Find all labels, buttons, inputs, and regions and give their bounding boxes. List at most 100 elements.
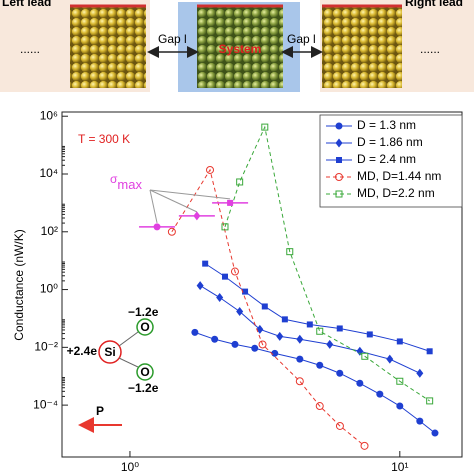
point: [336, 369, 344, 377]
point: [336, 157, 342, 163]
point: [315, 402, 324, 411]
point: [426, 348, 433, 355]
series-line: [204, 263, 430, 352]
sigma-sub: max: [117, 177, 142, 192]
legend-label: D = 1.3 nm: [357, 118, 416, 132]
point: [306, 321, 313, 328]
y-tick-label: 10⁴: [39, 166, 58, 180]
point: [396, 402, 404, 410]
o-atom: [136, 318, 154, 336]
sigma-symbol: σ: [110, 172, 118, 186]
dots: ......: [420, 42, 440, 56]
y-tick-label: 10⁻⁴: [33, 397, 58, 411]
bond: [118, 357, 139, 368]
o-label: O: [140, 365, 149, 379]
charge: +2.4e: [67, 344, 98, 358]
point: [216, 293, 224, 303]
point: [335, 190, 343, 198]
legend-label: D = 2.4 nm: [357, 152, 416, 166]
o-atom: [136, 363, 154, 381]
x-tick-label: 10⁰: [121, 460, 139, 474]
point: [335, 173, 343, 181]
right-lead-label: Right lead: [405, 0, 463, 9]
point: [258, 340, 267, 349]
point: [316, 327, 324, 335]
point: [276, 331, 284, 341]
point: [361, 352, 369, 360]
point: [335, 138, 343, 148]
p-label: P: [96, 404, 104, 418]
point: [206, 165, 215, 174]
gap-label: Gap l: [158, 32, 187, 46]
system-label: System: [219, 42, 262, 56]
point: [242, 288, 249, 295]
point: [281, 316, 288, 323]
point: [153, 223, 161, 231]
point: [231, 340, 239, 348]
point: [236, 306, 244, 316]
point: [236, 178, 244, 186]
si-label: Si: [104, 345, 115, 359]
point: [431, 429, 439, 437]
point: [335, 421, 344, 430]
point: [426, 397, 434, 405]
point: [211, 335, 219, 343]
left-cube: [70, 6, 146, 88]
point: [221, 223, 229, 231]
left-lead-label: Left lead: [2, 0, 51, 9]
annotation: T = 300 K: [78, 132, 130, 146]
schematic: Left lead Right lead ...... ...... Gap l…: [0, 0, 474, 92]
legend-label: MD, D=1.44 nm: [357, 169, 441, 183]
y-tick-label: 10⁰: [40, 282, 58, 296]
point: [261, 123, 269, 131]
y-axis-label: Conductance (nW/K): [12, 229, 26, 340]
point: [416, 417, 424, 425]
point: [336, 325, 343, 332]
point: [416, 368, 424, 378]
y-tick-label: 10⁶: [40, 108, 58, 122]
point: [376, 390, 384, 398]
point: [396, 338, 403, 345]
legend-label: MD, D=2.2 nm: [357, 186, 435, 200]
point: [295, 377, 304, 386]
point: [296, 334, 304, 344]
si-atom: [98, 340, 122, 364]
point: [196, 281, 204, 291]
series-line: [171, 168, 365, 447]
point: [316, 361, 324, 369]
point: [227, 199, 234, 206]
sigma-pointer: [149, 189, 198, 213]
point: [360, 441, 369, 450]
point: [271, 349, 279, 357]
charge: −1.2e: [128, 381, 159, 395]
point: [296, 355, 304, 363]
point: [191, 328, 199, 336]
legend-label: D = 1.86 nm: [357, 135, 423, 149]
point: [326, 339, 334, 349]
point: [335, 122, 343, 130]
y-tick-label: 10⁻²: [34, 340, 58, 354]
sigma-label: σmax: [110, 172, 142, 192]
system-cube: [197, 6, 283, 88]
series-line: [224, 125, 430, 402]
point: [167, 227, 176, 236]
right-cube: [322, 6, 402, 88]
charge: −1.2e: [128, 305, 159, 319]
y-tick-label: 10²: [41, 224, 58, 238]
sigma-pointer: [149, 189, 231, 200]
point: [386, 354, 394, 364]
point: [251, 344, 259, 352]
point: [396, 377, 404, 385]
o-label: O: [140, 320, 149, 334]
dots: ......: [20, 42, 40, 56]
point: [356, 379, 364, 387]
x-tick-label: 10¹: [391, 460, 408, 474]
point: [221, 273, 228, 280]
point: [193, 211, 201, 221]
inset: Si O O +2.4e −1.2e −1.2e P: [67, 305, 159, 433]
gap-label: Gap l: [287, 32, 316, 46]
series-line: [199, 285, 421, 374]
bond: [118, 331, 139, 347]
legend: [319, 114, 463, 208]
